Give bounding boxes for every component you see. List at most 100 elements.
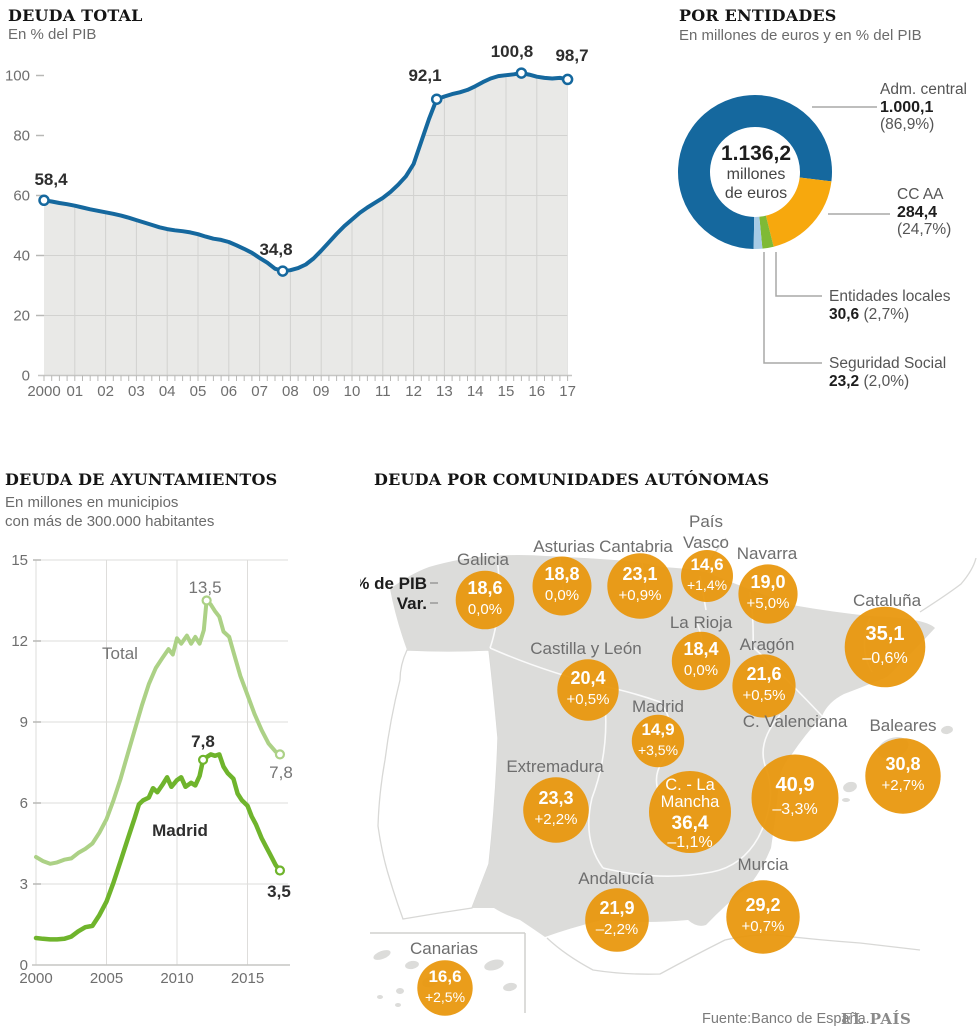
panel-ayuntamientos-subtitle-2: con más de 300.000 habitantes — [5, 513, 215, 530]
donut-label-adm-central: Adm. central 1.000,1 (86,9%) — [880, 81, 967, 134]
data-point — [201, 595, 212, 606]
total-debt-area-chart: 0 20 40 60 80 100 2000 01 02 03 04 05 06 07 08 09 10 11 12… — [5, 67, 576, 400]
y-tick-label: 15 — [11, 552, 28, 569]
donut-label-seguridad-social: Seguridad Social 23,2 (2,0%) — [829, 355, 946, 390]
point-label-34,8: 34,8 — [259, 240, 293, 259]
region-var: 0,0% — [545, 587, 579, 604]
region-var: +0,5% — [567, 691, 610, 708]
x-tick-label: 10 — [344, 383, 361, 400]
x-tick-label: 15 — [498, 383, 515, 400]
point-label-100,8: 100,8 — [490, 42, 534, 61]
region-border — [602, 837, 759, 877]
y-tick-label: 100 — [5, 68, 30, 85]
x-tick-label: 03 — [128, 383, 145, 400]
legend-value-label: % de PIB — [360, 574, 427, 593]
africa-coast — [546, 934, 921, 975]
leader-entidades-locales — [775, 252, 822, 297]
x-tick-label: 2015 — [231, 970, 264, 987]
debt-line — [42, 71, 570, 274]
france-coast-east — [919, 557, 977, 613]
region-value: 30,8 — [885, 754, 920, 774]
point-label-98,7: 98,7 — [555, 46, 589, 65]
island — [396, 988, 404, 994]
region-value: 40,9 — [776, 774, 815, 796]
region-value: 29,2 — [745, 895, 780, 915]
area-fill — [44, 73, 568, 376]
island — [842, 798, 850, 802]
x-tick-label: 06 — [220, 383, 237, 400]
donut-label-entidades-locales: Entidades locales 30,6 (2,7%) — [829, 288, 951, 323]
panel-ayuntamientos-title: DEUDA DE AYUNTAMIENTOS — [5, 470, 278, 489]
region-bubble-canarias — [417, 960, 473, 1016]
data-point — [561, 73, 574, 86]
region-bubble-cataluña — [844, 606, 926, 688]
region-name-cantabria: Cantabria — [599, 537, 673, 556]
island — [503, 982, 517, 992]
donut-segment-adm-central — [678, 95, 832, 249]
region-bubble-c-valenciana — [751, 754, 839, 842]
island — [405, 960, 419, 970]
region-var: 0,0% — [684, 662, 718, 679]
x-tick-label: 12 — [405, 383, 422, 400]
region-var: +0,5% — [743, 687, 786, 704]
donut-center-label: 1.136,2 millones de euros — [692, 143, 820, 203]
region-name-madrid: Madrid — [632, 697, 684, 716]
region-bubble-castilla-y-león — [557, 659, 619, 721]
region-name-castilla-y-león: Castilla y León — [530, 639, 642, 658]
x-tick-label: 09 — [313, 383, 330, 400]
data-point — [274, 865, 286, 876]
point-label-58,4: 58,4 — [34, 170, 68, 189]
region-bubble-extremadura — [523, 777, 589, 843]
region-bubble-cantabria — [607, 553, 673, 619]
region-name-c-valenciana: C. Valenciana — [743, 712, 848, 731]
region-value: 18,6 — [467, 578, 502, 598]
data-point — [38, 194, 50, 207]
region-bubble-madrid — [631, 714, 685, 768]
panel-ayuntamientos-subtitle-1: En millones en municipios — [5, 494, 179, 511]
region-value: 21,9 — [599, 898, 634, 918]
x-tick-label: 01 — [66, 383, 83, 400]
region-value: 36,4 — [672, 813, 709, 834]
y-tick-label: 20 — [13, 308, 30, 325]
island — [395, 1003, 401, 1007]
region-value: 19,0 — [750, 572, 785, 592]
x-tick-label: 2000 — [19, 970, 52, 987]
segment-pct: (86,9%) — [880, 116, 935, 133]
segment-name: Seguridad Social — [829, 355, 947, 372]
point-label-92,1: 92,1 — [408, 66, 442, 85]
panel-entidades-subtitle: En millones de euros y en % del PIB — [679, 27, 922, 44]
region-name-país-vasco: Vasco — [683, 533, 729, 552]
region-name-canarias: Canarias — [410, 939, 478, 958]
brand-logo: EL PAÍS — [841, 1010, 912, 1028]
segment-pct: (24,7%) — [897, 221, 952, 238]
panel-deuda-total-title: DEUDA TOTAL — [8, 6, 143, 25]
island — [843, 781, 857, 793]
donut-segment-entidades-locales — [759, 215, 774, 249]
municipal-debt-line-chart: 0 3 6 9 12 15 2000 2005 2010 2015 — [11, 552, 290, 987]
segment-pct: (2,7%) — [863, 305, 910, 323]
x-tick-label: 02 — [97, 383, 114, 400]
segment-name: Adm. central — [880, 81, 968, 98]
y-tick-label: 9 — [20, 714, 28, 731]
region-var: +1,4% — [687, 577, 727, 593]
x-tick-label: 17 — [559, 383, 576, 400]
region-name-murcia: Murcia — [737, 855, 789, 874]
region-var: +2,5% — [425, 989, 465, 1005]
x-tick-label: 2000 — [27, 383, 60, 400]
y-tick-label: 6 — [20, 795, 28, 812]
region-value: 18,8 — [544, 564, 579, 584]
region-name-c-la-mancha: Mancha — [661, 793, 721, 811]
region-bubble-asturias — [532, 556, 592, 616]
region-value: 23,1 — [622, 564, 657, 584]
x-tick-label: 2005 — [90, 970, 123, 987]
y-tick-label: 40 — [13, 248, 30, 265]
region-value: 35,1 — [866, 623, 905, 645]
region-name-baleares: Baleares — [869, 716, 936, 735]
segment-name: CC AA — [897, 186, 944, 203]
y-tick-label: 60 — [13, 188, 30, 205]
series-line-madrid — [33, 752, 283, 942]
region-var: –1,1% — [667, 834, 712, 851]
region-bubble-navarra — [738, 564, 798, 624]
region-name-país-vasco: País — [689, 512, 723, 531]
